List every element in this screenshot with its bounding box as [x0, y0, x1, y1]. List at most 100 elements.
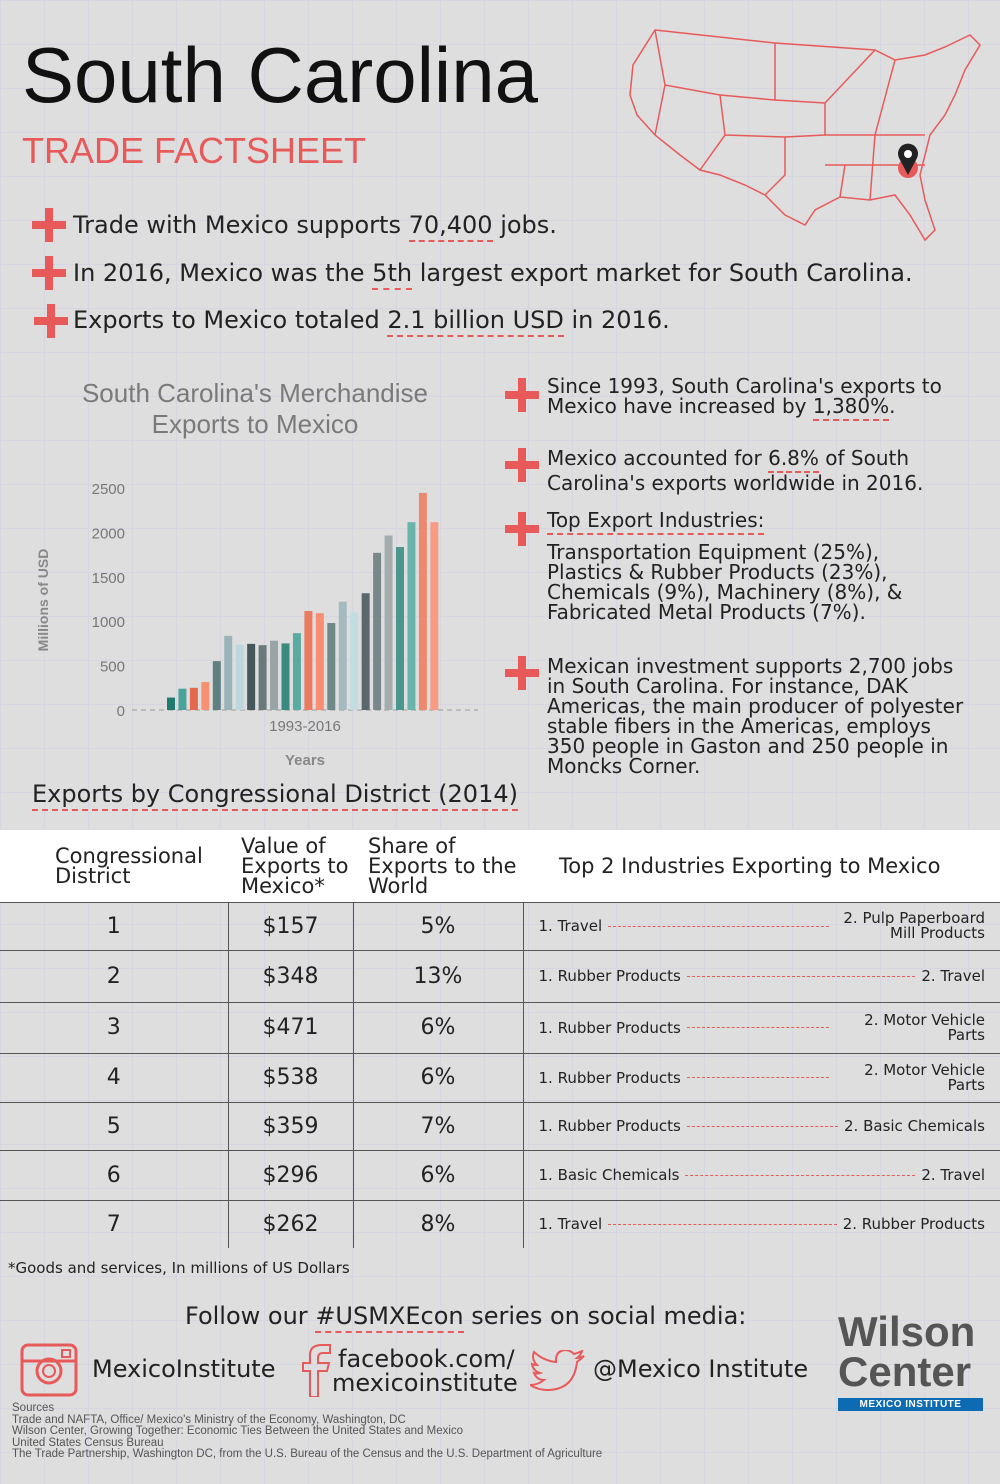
- exports-bar-chart: 0 500 1000 1500 2000 2500 1993-2016 Years Millio…: [35, 481, 478, 769]
- value-cell: $359: [227, 1101, 353, 1150]
- table-row: 1 $157 5% 1. Travel 2. Pulp Paperboard Mill …: [0, 901, 1000, 950]
- industry-1: 1. Basic Chemicals: [538, 1166, 680, 1184]
- bar-2005: [304, 610, 313, 710]
- instagram-link[interactable]: MexicoInstitute: [92, 1355, 276, 1383]
- source-line: United States Census Bureau: [12, 1436, 164, 1449]
- bar-2007: [327, 622, 336, 710]
- bar-2000: [247, 643, 256, 710]
- industry-2: 2. Travel: [921, 1165, 985, 1184]
- bar-2011: [373, 552, 382, 710]
- bar-2012: [384, 535, 393, 710]
- fact-text: jobs.: [492, 211, 557, 239]
- table-row: 6 $296 6% 1. Basic Chemicals 2. Travel: [0, 1149, 1000, 1200]
- share-cell: 5%: [352, 901, 523, 950]
- header-industries: Top 2 Industries Exporting to Mexico: [523, 830, 1000, 902]
- district-cell: 4: [0, 1052, 228, 1102]
- bar-1998: [224, 635, 233, 710]
- industry-2: 2. Basic Chemicals: [844, 1116, 985, 1135]
- district-cell: 5: [0, 1101, 228, 1150]
- chart-title: South Carolina's Merchandise Exports to …: [81, 378, 429, 439]
- facebook-line: mexicoinstitute: [332, 1369, 518, 1397]
- twitter-icon[interactable]: [530, 1350, 586, 1396]
- industry-2: 2. Motor Vehicle Parts: [864, 1010, 985, 1044]
- dashed-connector: [685, 1174, 916, 1176]
- logo-line: Center: [838, 1348, 972, 1395]
- bar-1993: [167, 697, 175, 710]
- fact-3: Exports to Mexico totaled 2.1 billion US…: [73, 306, 670, 337]
- bar-2009: [350, 612, 359, 710]
- facebook-icon[interactable]: [300, 1343, 332, 1397]
- industry-1: 1. Rubber Products: [538, 1018, 681, 1037]
- facebook-link[interactable]: facebook.com/mexicoinstitute: [332, 1347, 518, 1395]
- logo-line: Wilson: [838, 1308, 976, 1355]
- plus-icon: [32, 256, 66, 290]
- district-cell: 6: [0, 1149, 228, 1200]
- value-cell: $296: [227, 1149, 353, 1200]
- logo-badge: MEXICO INSTITUTE: [838, 1398, 983, 1411]
- table-row: 5 $359 7% 1. Rubber Products 2. Basic Chemic…: [0, 1101, 1000, 1150]
- facebook-line: facebook.com/: [338, 1345, 515, 1373]
- bar-1996: [201, 682, 210, 710]
- fact-text: largest export market for South Carolina…: [412, 259, 913, 287]
- fact-text: In 2016, Mexico was the: [73, 259, 373, 287]
- industry-2: 2. Pulp Paperboard Mill Products: [843, 909, 985, 942]
- dashed-connector: [608, 925, 829, 927]
- district-cell: 1: [0, 901, 228, 950]
- industries-cell: 1. Travel 2. Pulp Paperboard Mill Product…: [522, 901, 1000, 950]
- plus-icon: [505, 512, 539, 546]
- bar-1999: [235, 644, 244, 710]
- table-row: 3 $471 6% 1. Rubber Products 2. Motor Vehicl…: [0, 1001, 1000, 1053]
- y-tick-label: 1000: [92, 614, 125, 631]
- fact-1: Trade with Mexico supports 70,400 jobs.: [73, 211, 557, 242]
- source-line: The Trade Partnership, Washington DC, fr…: [12, 1448, 603, 1460]
- fact-top-industries: Top Export Industries: Transportation Equ…: [547, 508, 917, 622]
- table-row: 2 $348 13% 1. Rubber Products 2. Travel: [0, 949, 1000, 1002]
- district-cell: 2: [0, 949, 228, 1002]
- share-cell: 13%: [352, 949, 523, 1002]
- table-row: 7 $262 8% 1. Travel 2. Rubber Products: [0, 1199, 1000, 1248]
- industries-cell: 1. Rubber Products 2. Motor Vehicle Parts: [522, 1001, 1000, 1053]
- fact-highlight: Top Export Industries:: [547, 508, 765, 535]
- share-cell: 6%: [352, 1001, 523, 1053]
- page-title: South Carolina: [22, 31, 538, 119]
- dashed-connector: [686, 1077, 829, 1078]
- industries-cell: 1. Travel 2. Rubber Products: [522, 1199, 1000, 1248]
- fact-text: Exports to Mexico totaled: [73, 306, 388, 334]
- value-cell: $157: [227, 901, 353, 950]
- social-text: Follow our: [185, 1302, 316, 1330]
- fact-highlight: 2.1 billion USD: [387, 306, 564, 337]
- y-tick-label: 2500: [92, 481, 125, 498]
- source-line: Wilson Center, Growing Together: Economi…: [12, 1425, 464, 1437]
- industries-cell: 1. Rubber Products 2. Travel: [522, 949, 1000, 1002]
- industry-1: 1. Travel: [538, 1215, 603, 1234]
- instagram-icon[interactable]: [20, 1343, 78, 1397]
- industries-cell: 1. Rubber Products 2. Motor Vehicle Parts: [522, 1052, 1000, 1102]
- hashtag: #USMXEcon: [315, 1302, 464, 1333]
- district-cell: 7: [0, 1199, 228, 1248]
- fact-export-share: Mexico accounted for 6.8% of South Carol…: [547, 446, 947, 496]
- industry-1: 1. Rubber Products: [538, 967, 681, 985]
- value-cell: $471: [227, 1001, 353, 1053]
- value-cell: $262: [227, 1199, 353, 1248]
- wilson-center-logo: Wilson Center MEXICO INSTITUTE: [838, 1308, 983, 1411]
- y-tick-label: 2000: [92, 525, 125, 542]
- industry-1: 1. Rubber Products: [538, 1117, 681, 1135]
- table-title: Exports by Congressional District (2014): [32, 780, 518, 811]
- fact-text: Trade with Mexico supports: [73, 211, 409, 239]
- table-title-text: Exports by Congressional District (2014): [32, 780, 518, 811]
- x-tick-label: 1993-2016: [269, 718, 341, 735]
- bar-2004: [292, 633, 301, 710]
- dashed-connector: [686, 1125, 839, 1127]
- x-axis-label: Years: [285, 752, 325, 769]
- source-line: Trade and NAFTA, Office/ Mexico's Minist…: [12, 1413, 406, 1426]
- plus-icon: [34, 304, 68, 338]
- value-cell: $538: [227, 1052, 353, 1102]
- twitter-link[interactable]: @Mexico Institute: [593, 1355, 809, 1383]
- social-text: series on social media:: [463, 1302, 747, 1330]
- bar-1994: [178, 688, 187, 710]
- share-cell: 8%: [352, 1199, 523, 1248]
- bar-2016: [430, 522, 439, 710]
- plus-icon: [505, 448, 539, 482]
- bar-2006: [315, 613, 324, 710]
- bar-1997: [212, 661, 221, 710]
